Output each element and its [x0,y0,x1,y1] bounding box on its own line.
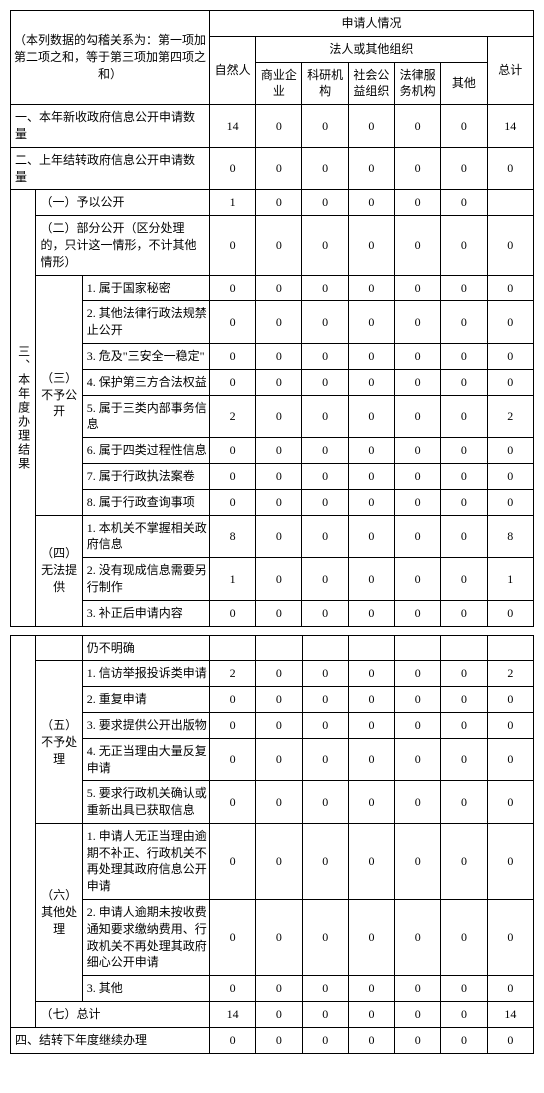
s36-label: （六）其他处理 [36,823,82,1001]
s31-label: （一）予以公开 [36,190,210,216]
section3-cont [11,635,36,1027]
row-1: 一、本年新收政府信息公开申请数量 14 0 0 0 0 0 14 [11,105,534,148]
col-legal-svc: 法律服务机构 [395,62,441,105]
header-note: （本列数据的勾稽关系为：第一项加第二项之和，等于第三项加第四项之和） [11,11,210,105]
row1-label: 一、本年新收政府信息公开申请数量 [11,105,210,148]
s34-cont: 仍不明确 [82,635,209,661]
col-other: 其他 [441,62,487,105]
row4-label: 四、结转下年度继续办理 [11,1027,210,1053]
section3-label: 三、本年度办理结果 [11,190,36,626]
s34-label: （四）无法提供 [36,515,82,626]
row-3-1: 三、本年度办理结果 （一）予以公开 1 0 0 0 0 0 [11,190,534,216]
row-3-7: （七）总计 140000014 [11,1002,534,1028]
s37-label: （七）总计 [36,1002,210,1028]
col-total: 总计 [487,36,533,104]
gov-info-table: （本列数据的勾稽关系为：第一项加第二项之和，等于第三项加第四项之和） 申请人情况… [10,10,534,627]
s35-label: （五）不予处理 [36,661,82,824]
col-social: 社会公益组织 [348,62,394,105]
row2-label: 二、上年结转政府信息公开申请数量 [11,147,210,190]
col-legal: 法人或其他组织 [256,36,487,62]
s33-label: （三）不予公开 [36,275,82,515]
gov-info-table-2: 仍不明确 （五）不予处理 1. 信访举报投诉类申请 2000002 2. 重复申… [10,635,534,1054]
row-2: 二、上年结转政府信息公开申请数量 0 0 0 0 0 0 0 [11,147,534,190]
col-applicant: 申请人情况 [209,11,533,37]
s34-cont-cell [36,635,82,661]
row-4: 四、结转下年度继续办理 0000000 [11,1027,534,1053]
col-natural: 自然人 [209,36,255,104]
col-research: 科研机构 [302,62,348,105]
s32-label: （二）部分公开（区分处理的，只计这一情形，不计其他情形） [36,216,210,275]
col-biz: 商业企业 [256,62,302,105]
row-3-2: （二）部分公开（区分处理的，只计这一情形，不计其他情形） 0 0 0 0 0 0… [11,216,534,275]
